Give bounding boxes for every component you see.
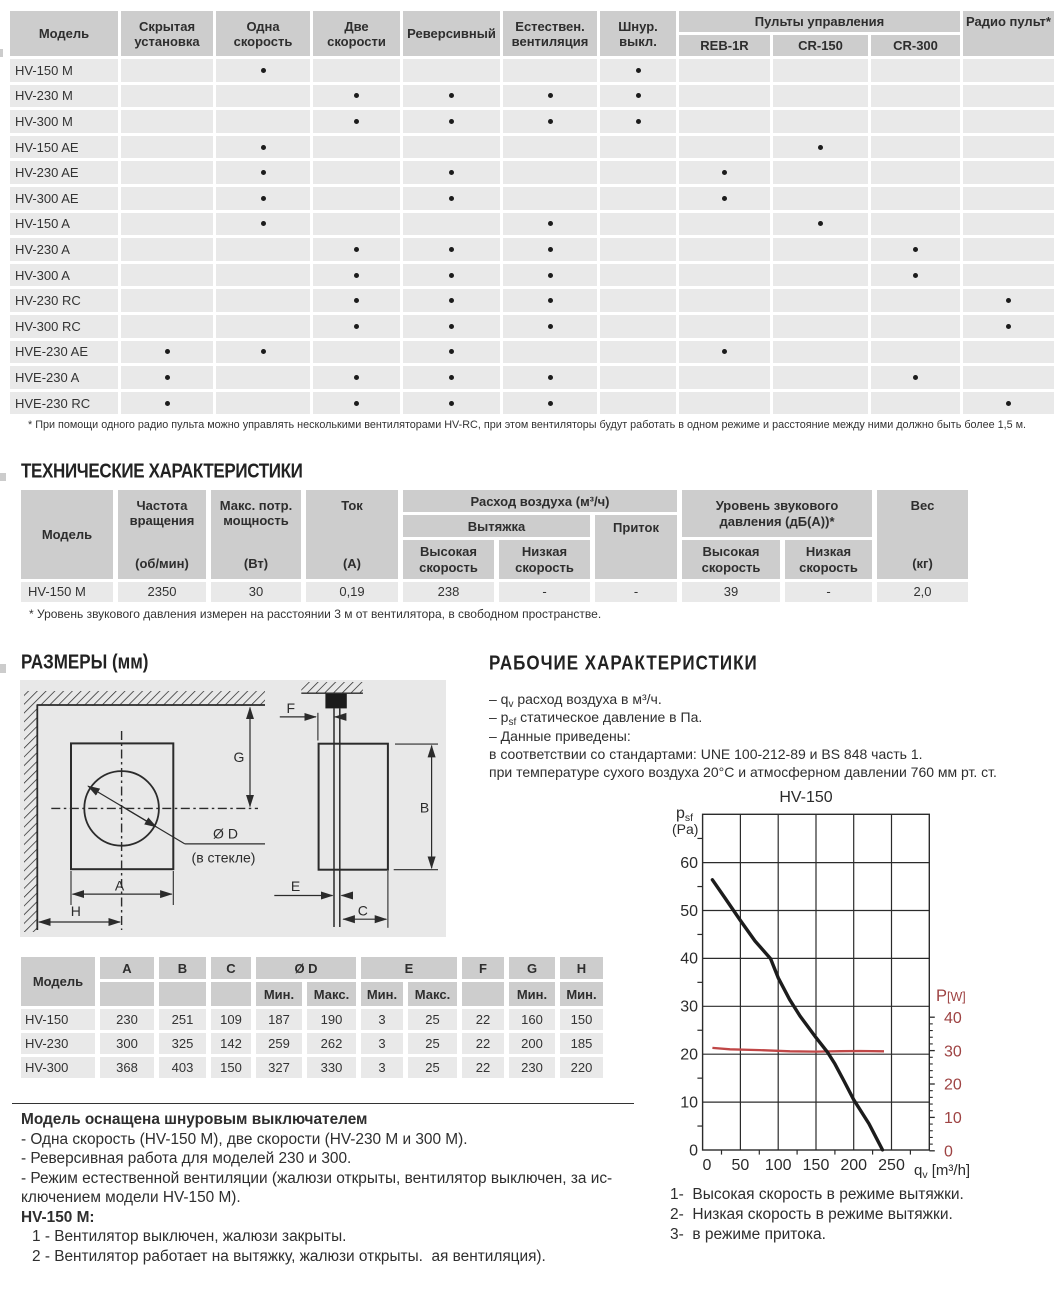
svg-text:C: C — [358, 903, 368, 919]
svg-text:10: 10 — [944, 1110, 962, 1127]
svg-text:200: 200 — [840, 1157, 867, 1174]
svg-text:10: 10 — [680, 1094, 698, 1111]
svg-text:30: 30 — [944, 1043, 962, 1060]
svg-text:A: A — [115, 878, 125, 894]
svg-text:40: 40 — [680, 951, 698, 968]
svg-text:(Pa): (Pa) — [672, 821, 698, 837]
svg-text:150: 150 — [803, 1157, 830, 1174]
svg-text:E: E — [291, 878, 300, 894]
svg-text:G: G — [234, 749, 245, 765]
svg-text:100: 100 — [765, 1157, 792, 1174]
svg-text:50: 50 — [680, 903, 698, 920]
svg-text:HV-150: HV-150 — [779, 789, 832, 806]
svg-text:H: H — [71, 903, 81, 919]
svg-text:40: 40 — [944, 1010, 962, 1027]
svg-text:50: 50 — [732, 1157, 750, 1174]
svg-text:qv [m³/h]: qv [m³/h] — [914, 1162, 970, 1181]
svg-text:60: 60 — [680, 855, 698, 872]
svg-text:30: 30 — [680, 999, 698, 1016]
svg-text:P[W]: P[W] — [936, 987, 966, 1005]
svg-text:250: 250 — [878, 1157, 905, 1174]
svg-text:B: B — [420, 800, 429, 816]
svg-text:Ø D: Ø D — [213, 826, 238, 842]
svg-text:0: 0 — [944, 1144, 953, 1161]
svg-text:20: 20 — [680, 1047, 698, 1064]
svg-text:(в стекле): (в стекле) — [192, 850, 256, 866]
svg-text:F: F — [287, 700, 296, 716]
svg-text:0: 0 — [703, 1157, 712, 1174]
svg-text:0: 0 — [689, 1142, 698, 1159]
svg-text:20: 20 — [944, 1077, 962, 1094]
